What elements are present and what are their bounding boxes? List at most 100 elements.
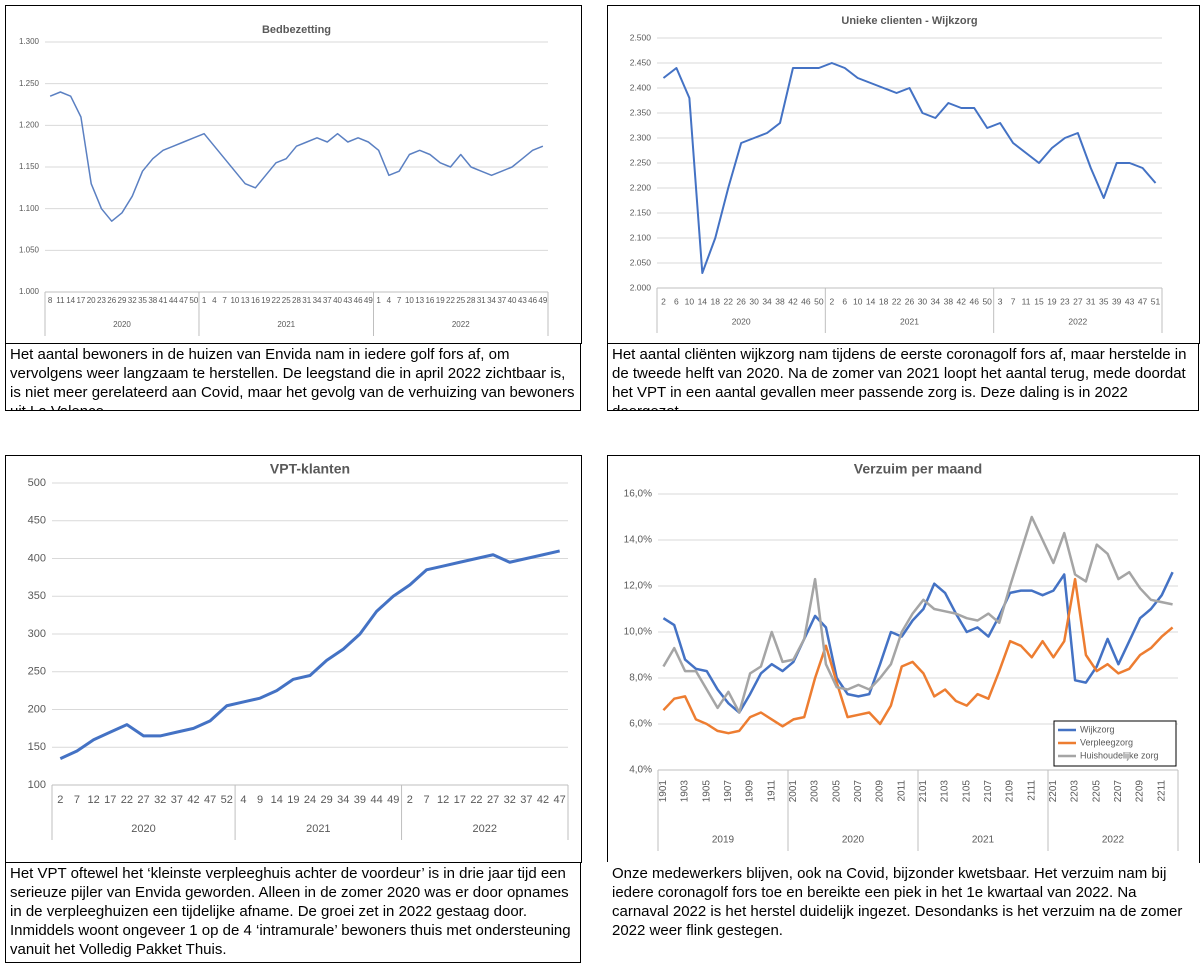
x-tick-label: 14 [66,296,75,305]
x-tick-label: 27 [487,794,499,806]
series-line [662,62,1157,274]
chart-frame [5,5,582,344]
year-label: 2020 [842,835,865,846]
y-tick-label: 8,0% [629,673,652,684]
year-label: 2020 [131,823,155,835]
x-tick-label: 42 [788,296,798,306]
x-tick-label: 37 [520,794,532,806]
chart-title: Unieke clienten - Wijkzorg [841,15,977,27]
y-tick-label: 2.050 [630,257,652,267]
year-label: 2021 [972,835,995,846]
x-tick-label: 44 [169,296,178,305]
x-tick-label: 2007 [853,780,864,803]
x-tick-label: 9 [257,794,263,806]
x-tick-label: 37 [323,296,332,305]
x-tick-label: 10 [230,296,239,305]
x-tick-label: 38 [148,296,157,305]
x-tick-label: 2101 [918,780,929,803]
y-tick-label: 12,0% [624,581,652,592]
series-line [49,91,544,222]
x-tick-label: 2009 [875,780,886,803]
x-tick-label: 30 [918,296,928,306]
x-tick-label: 14 [698,296,708,306]
x-tick-label: 49 [364,296,373,305]
y-tick-label: 250 [28,666,46,678]
x-tick-label: 40 [508,296,517,305]
year-label: 2021 [277,320,295,329]
x-tick-label: 4 [240,794,246,806]
x-tick-label: 2103 [940,780,951,803]
x-tick-label: 3 [998,296,1003,306]
x-tick-label: 17 [454,794,466,806]
x-tick-label: 31 [302,296,311,305]
x-tick-label: 35 [1099,296,1109,306]
x-tick-label: 20 [87,296,96,305]
x-tick-label: 50 [982,296,992,306]
year-label: 2022 [452,320,470,329]
x-tick-label: 46 [801,296,811,306]
x-tick-label: 11 [1022,296,1031,306]
y-tick-label: 350 [28,590,46,602]
y-tick-label: 6,0% [629,719,652,730]
y-tick-label: 4,0% [629,765,652,776]
x-tick-label: 2203 [1070,780,1081,803]
y-tick-label: 1.000 [19,287,40,296]
y-tick-label: 1.200 [19,120,40,129]
x-tick-label: 26 [107,296,116,305]
x-tick-label: 8 [48,296,53,305]
x-tick-label: 2207 [1113,780,1124,803]
x-tick-label: 1909 [745,780,756,803]
x-tick-label: 22 [121,794,133,806]
caption: Het aantal cliënten wijkzorg nam tijdens… [607,343,1199,411]
x-tick-label: 34 [313,296,322,305]
x-tick-label: 2107 [983,780,994,803]
caption: Onze medewerkers blijven, ook na Covid, … [607,862,1199,963]
x-tick-label: 1907 [723,780,734,803]
x-tick-label: 1905 [701,780,712,803]
x-tick-label: 34 [931,296,941,306]
x-tick-label: 29 [321,794,333,806]
x-tick-label: 7 [1011,296,1016,306]
x-tick-label: 43 [518,296,527,305]
x-tick-label: 7 [74,794,80,806]
y-tick-label: 2.200 [630,182,652,192]
x-tick-label: 10 [853,296,863,306]
x-tick-label: 47 [204,794,216,806]
x-tick-label: 16 [425,296,434,305]
x-tick-label: 1903 [680,780,691,803]
y-tick-label: 1.300 [19,37,40,46]
x-tick-label: 26 [905,296,915,306]
x-tick-label: 19 [261,296,270,305]
x-tick-label: 37 [171,794,183,806]
x-tick-label: 22 [723,296,733,306]
x-tick-label: 11 [56,296,65,305]
x-tick-label: 19 [1047,296,1057,306]
x-tick-label: 43 [1125,296,1135,306]
x-tick-label: 49 [538,296,547,305]
x-tick-label: 28 [292,296,301,305]
x-tick-label: 37 [497,296,506,305]
y-tick-label: 2.300 [630,132,652,142]
x-tick-label: 42 [187,794,199,806]
x-tick-label: 14 [866,296,876,306]
x-tick-label: 25 [456,296,465,305]
x-tick-label: 35 [138,296,147,305]
y-tick-label: 2.150 [630,207,652,217]
x-tick-label: 2205 [1091,780,1102,803]
y-tick-label: 1.050 [19,245,40,254]
x-tick-label: 2003 [810,780,821,803]
year-label: 2022 [473,823,497,835]
x-tick-label: 38 [944,296,954,306]
chart-title: VPT-klanten [270,461,350,477]
legend-label: Wijkzorg [1080,724,1115,734]
year-label: 2021 [306,823,330,835]
x-tick-label: 49 [387,794,399,806]
y-tick-label: 2.250 [630,157,652,167]
x-tick-label: 2 [829,296,834,306]
year-label: 2020 [113,320,131,329]
series-line [662,515,1173,714]
x-tick-label: 13 [241,296,250,305]
x-tick-label: 10 [405,296,414,305]
x-tick-label: 2 [407,794,413,806]
x-tick-label: 2109 [1005,780,1016,803]
